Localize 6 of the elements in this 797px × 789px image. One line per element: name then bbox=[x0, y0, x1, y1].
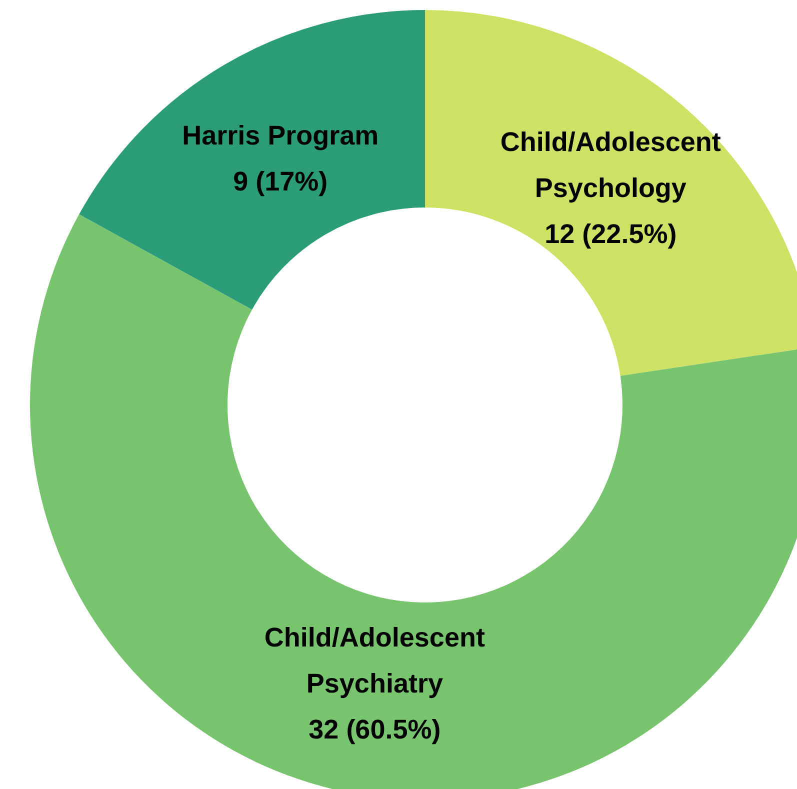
slice-label: Child/Adolescent Psychology bbox=[500, 127, 721, 204]
data-label: 32 (60.5%) bbox=[308, 714, 441, 744]
data-label: 12 (22.5%) bbox=[544, 219, 677, 250]
slice-label: Child/Adolescent Psychiatry bbox=[264, 622, 485, 698]
data-label: 9 (17%) bbox=[233, 166, 328, 197]
slice-label: Harris Program bbox=[182, 120, 379, 151]
